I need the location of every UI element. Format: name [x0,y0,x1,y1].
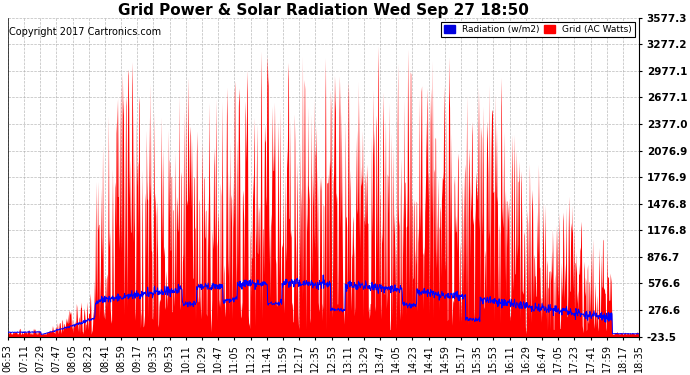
Title: Grid Power & Solar Radiation Wed Sep 27 18:50: Grid Power & Solar Radiation Wed Sep 27 … [118,3,529,18]
Legend: Radiation (w/m2), Grid (AC Watts): Radiation (w/m2), Grid (AC Watts) [442,22,635,37]
Text: Copyright 2017 Cartronics.com: Copyright 2017 Cartronics.com [9,27,161,38]
